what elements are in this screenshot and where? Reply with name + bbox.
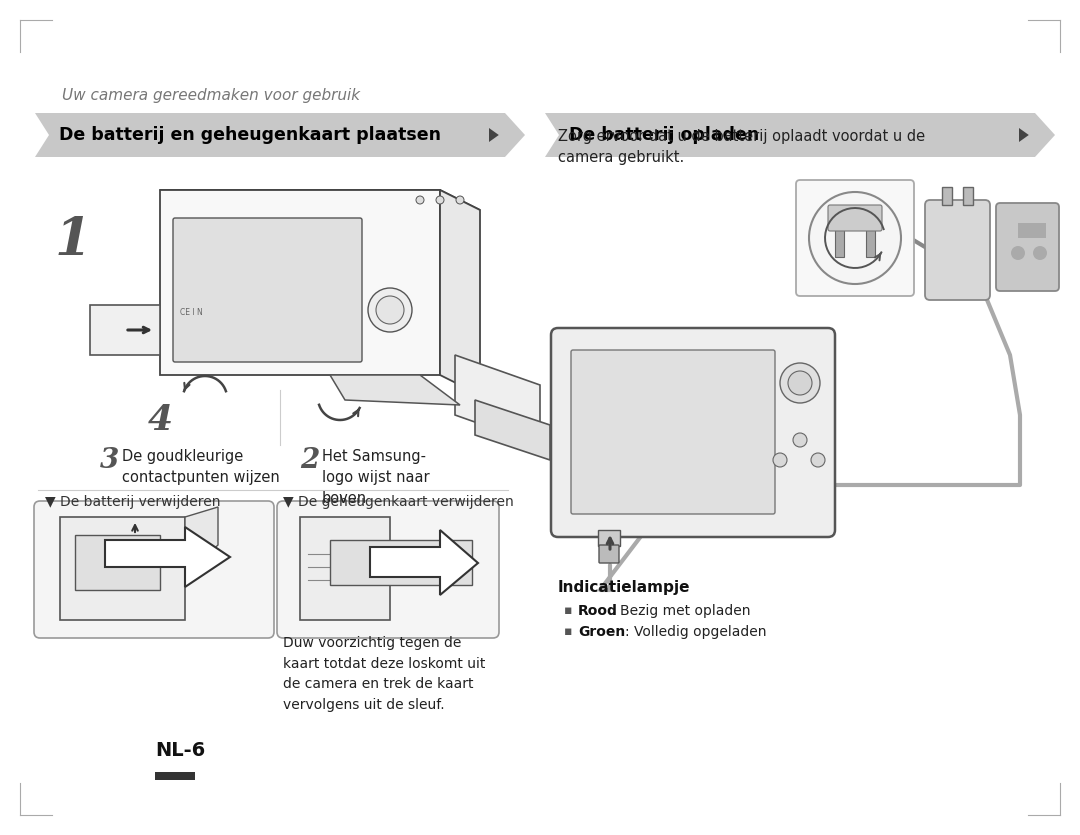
FancyBboxPatch shape	[924, 200, 990, 300]
Polygon shape	[475, 400, 550, 460]
Bar	[156, 772, 195, 780]
Circle shape	[793, 433, 807, 447]
Circle shape	[376, 296, 404, 324]
FancyBboxPatch shape	[996, 203, 1059, 291]
Circle shape	[811, 453, 825, 467]
Polygon shape	[440, 190, 480, 395]
Text: 3: 3	[100, 447, 119, 474]
FancyBboxPatch shape	[173, 218, 362, 362]
Circle shape	[773, 453, 787, 467]
Text: Zorg ervoor dat u de batterij oplaadt voordat u de
camera gebruikt.: Zorg ervoor dat u de batterij oplaadt vo…	[558, 129, 926, 165]
Text: Groen: Groen	[578, 625, 625, 639]
Circle shape	[436, 196, 444, 204]
FancyBboxPatch shape	[828, 205, 882, 231]
Polygon shape	[60, 517, 185, 620]
Text: ▪: ▪	[564, 604, 572, 617]
Text: Het Samsung-
logo wijst naar
boven: Het Samsung- logo wijst naar boven	[322, 449, 430, 506]
FancyBboxPatch shape	[276, 501, 499, 638]
Text: 4: 4	[148, 403, 173, 437]
Text: Duw voorzichtig tegen de
kaart totdat deze loskomt uit
de camera en trek de kaar: Duw voorzichtig tegen de kaart totdat de…	[283, 636, 485, 711]
Polygon shape	[185, 507, 218, 575]
Text: Rood: Rood	[578, 604, 618, 618]
Polygon shape	[1020, 128, 1029, 142]
Bar	[942, 187, 951, 205]
Bar	[866, 229, 875, 257]
FancyBboxPatch shape	[551, 328, 835, 537]
Bar	[598, 530, 620, 546]
Text: ▼ De geheugenkaart verwijderen: ▼ De geheugenkaart verwijderen	[283, 495, 514, 509]
Polygon shape	[330, 375, 460, 405]
Text: : Bezig met opladen: : Bezig met opladen	[611, 604, 751, 618]
Text: De batterij opladen: De batterij opladen	[569, 126, 759, 144]
Text: Indicatielampje: Indicatielampje	[558, 580, 690, 595]
Circle shape	[780, 363, 820, 403]
FancyBboxPatch shape	[571, 350, 775, 514]
Bar	[835, 229, 843, 257]
Polygon shape	[35, 113, 525, 157]
Polygon shape	[75, 535, 160, 590]
Text: De goudkleurige
contactpunten wijzen: De goudkleurige contactpunten wijzen	[122, 449, 280, 485]
Bar	[1018, 223, 1047, 238]
Polygon shape	[455, 355, 540, 445]
Text: ▪: ▪	[564, 625, 572, 638]
FancyBboxPatch shape	[599, 545, 619, 563]
Polygon shape	[105, 527, 230, 587]
Circle shape	[456, 196, 464, 204]
Text: : Volledig opgeladen: : Volledig opgeladen	[625, 625, 767, 639]
Polygon shape	[160, 190, 440, 375]
FancyBboxPatch shape	[33, 501, 274, 638]
Circle shape	[368, 288, 411, 332]
Text: 2: 2	[300, 447, 320, 474]
Circle shape	[809, 192, 901, 284]
Bar	[963, 187, 973, 205]
Text: ▼ De batterij verwijderen: ▼ De batterij verwijderen	[45, 495, 220, 509]
Text: NL-6: NL-6	[156, 741, 205, 760]
Polygon shape	[160, 190, 480, 210]
Circle shape	[1032, 246, 1047, 260]
FancyBboxPatch shape	[796, 180, 914, 296]
Polygon shape	[545, 113, 1055, 157]
Text: Uw camera gereedmaken voor gebruik: Uw camera gereedmaken voor gebruik	[62, 88, 360, 103]
Text: De batterij en geheugenkaart plaatsen: De batterij en geheugenkaart plaatsen	[59, 126, 441, 144]
Polygon shape	[300, 517, 390, 620]
Circle shape	[788, 371, 812, 395]
Text: 1: 1	[55, 215, 92, 266]
Polygon shape	[489, 128, 499, 142]
Polygon shape	[370, 530, 478, 595]
Circle shape	[1011, 246, 1025, 260]
Text: CE I N: CE I N	[180, 308, 203, 317]
Polygon shape	[90, 305, 160, 355]
Polygon shape	[330, 540, 472, 585]
Circle shape	[416, 196, 424, 204]
